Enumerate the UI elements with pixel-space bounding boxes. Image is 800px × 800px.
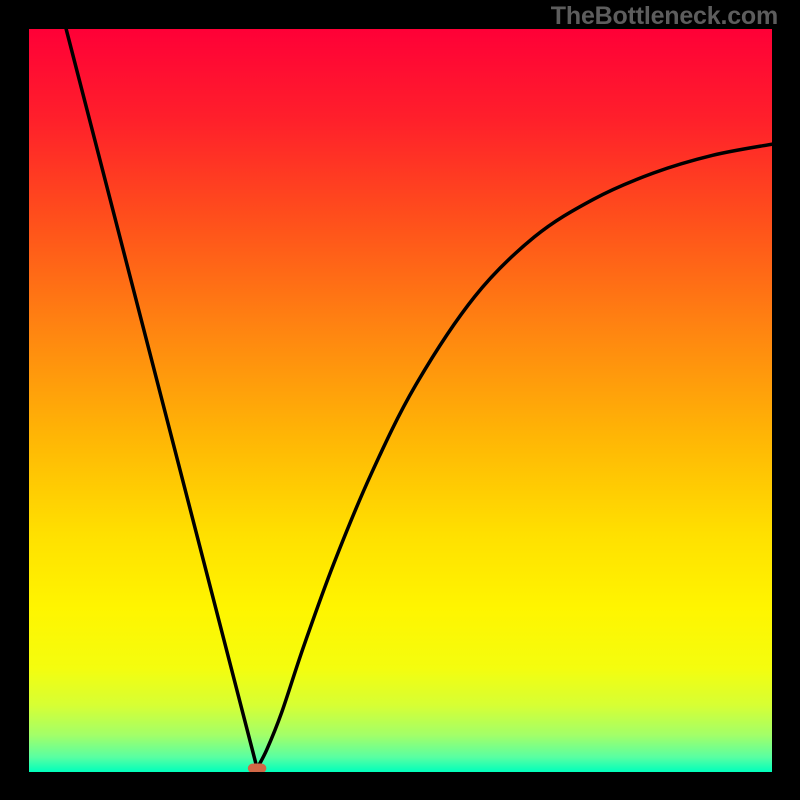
minimum-marker [248, 763, 267, 772]
plot-area [29, 29, 772, 772]
curves-layer [29, 29, 772, 772]
left-branch-line [66, 29, 257, 768]
watermark-label: TheBottleneck.com [551, 2, 778, 31]
right-branch-curve [257, 144, 772, 768]
chart-stage: TheBottleneck.com [0, 0, 800, 800]
